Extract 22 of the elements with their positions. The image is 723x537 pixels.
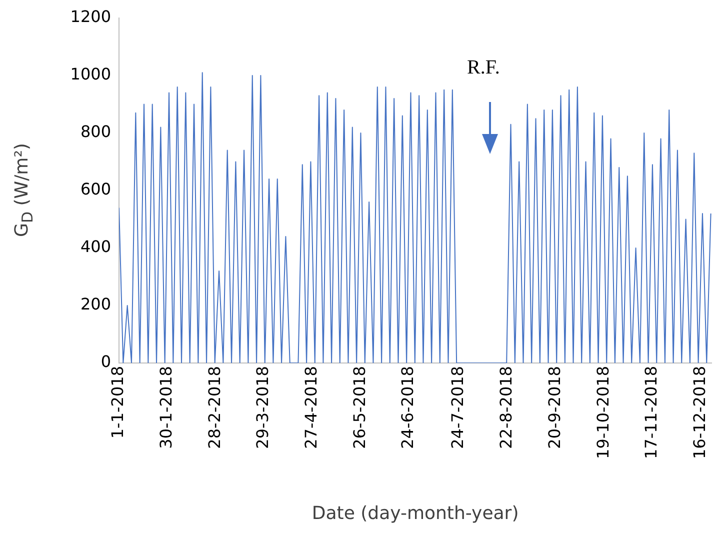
y-tick-label: 0 [100, 352, 111, 372]
y-tick-label: 1000 [70, 64, 111, 84]
x-tick-label: 24-6-2018 [398, 366, 418, 449]
x-tick-label: 27-4-2018 [302, 366, 321, 449]
x-tick-label: 1-1-2018 [108, 366, 128, 439]
x-tick-label: 17-11-2018 [642, 366, 661, 459]
y-tick-label: 600 [80, 180, 111, 199]
x-tick-label: 26-5-2018 [350, 366, 369, 449]
x-tick-label: 30-1-2018 [156, 366, 176, 449]
y-tick-label: 800 [80, 122, 111, 142]
annotation: R.F. [467, 56, 500, 78]
x-tick-label: 20-9-2018 [544, 366, 564, 449]
x-axis-title: Date (day-month-year) [312, 502, 519, 524]
y-tick-label: 1200 [70, 7, 111, 26]
x-tick-label: 24-7-2018 [448, 366, 468, 449]
x-tick-label: 16-12-2018 [690, 366, 709, 459]
y-tick-label: 400 [80, 237, 111, 256]
x-tick-label: 28-2-2018 [204, 366, 224, 449]
x-tick-label: 19-10-2018 [593, 366, 612, 459]
x-tick-label: 22-8-2018 [496, 366, 516, 449]
x-tick-label: 29-3-2018 [253, 366, 272, 449]
y-tick-label: 200 [80, 294, 111, 314]
